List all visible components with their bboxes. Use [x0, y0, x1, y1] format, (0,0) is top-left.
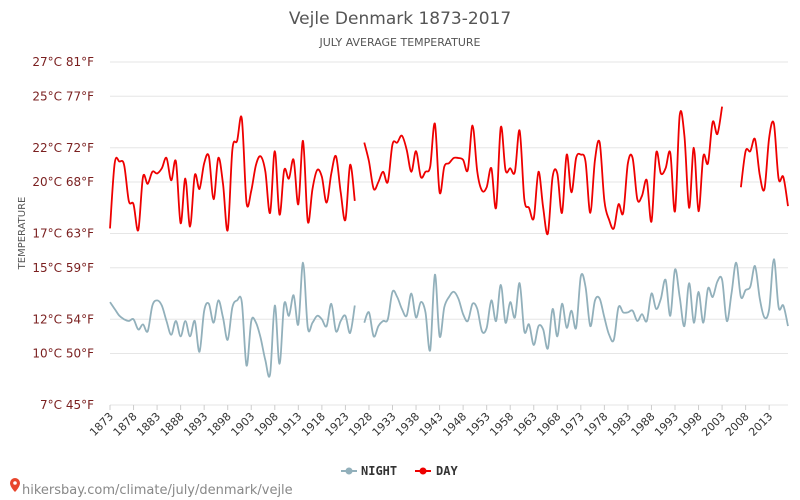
legend-item-day[interactable]: DAY: [415, 464, 458, 478]
location-pin-icon: [10, 478, 20, 492]
x-ticks: 1873187818831888189318981903190819131918…: [87, 405, 775, 439]
chart-subtitle: JULY AVERAGE TEMPERATURE: [319, 36, 481, 49]
x-tick-label: 1893: [181, 410, 210, 439]
y-tick-label: 10°C 50°F: [32, 347, 94, 361]
y-ticks: 7°C 45°F 10°C 50°F 12°C 54°F 15°C 59°F 17°C …: [32, 55, 94, 412]
y-axis-label: TEMPERATURE: [17, 197, 28, 271]
legend: NIGHT DAY: [341, 464, 458, 478]
series-line-day-2: [740, 120, 789, 207]
source-link[interactable]: hikersbay.com/climate/july/denmark/vejle: [10, 478, 293, 498]
y-tick-label: 15°C 59°F: [32, 261, 94, 275]
legend-day-label: DAY: [436, 464, 458, 478]
y-tick-label: 20°C 68°F: [32, 175, 94, 189]
legend-night-swatch-dot: [345, 467, 353, 475]
x-tick-label: 1948: [440, 410, 469, 439]
x-tick-label: 1918: [299, 410, 328, 439]
x-tick-label: 1928: [346, 410, 375, 439]
x-tick-label: 1888: [158, 410, 187, 439]
x-tick-label: 1958: [487, 410, 516, 439]
x-tick-label: 1978: [582, 410, 611, 439]
x-tick-label: 1963: [511, 410, 540, 439]
x-tick-label: 1943: [417, 410, 446, 439]
x-tick-label: 1908: [252, 410, 281, 439]
y-tick-label: 17°C 63°F: [32, 227, 94, 241]
x-tick-label: 1898: [205, 410, 234, 439]
x-tick-label: 1993: [652, 410, 681, 439]
x-tick-label: 1933: [370, 410, 399, 439]
x-tick-label: 1938: [393, 410, 422, 439]
legend-day-swatch-dot: [419, 467, 427, 475]
grid-layer: [110, 61, 788, 406]
legend-item-night[interactable]: NIGHT: [341, 464, 397, 478]
x-tick-label: 2013: [746, 410, 775, 439]
location-pin-hole: [13, 481, 17, 485]
x-tick-label: 1973: [558, 410, 587, 439]
x-tick-label: 1903: [228, 410, 257, 439]
y-tick-label: 25°C 77°F: [32, 89, 94, 103]
x-tick-label: 1873: [87, 410, 116, 439]
x-tick-label: 1998: [676, 410, 705, 439]
x-tick-label: 2008: [723, 410, 752, 439]
series-line-day-1: [363, 106, 723, 236]
y-tick-label: 12°C 54°F: [32, 312, 94, 326]
y-tick-label: 27°C 81°F: [32, 55, 94, 69]
x-tick-label: 1968: [534, 410, 563, 439]
y-tick-label: 22°C 72°F: [32, 141, 94, 155]
x-tick-label: 1913: [275, 410, 304, 439]
y-tick-label: 7°C 45°F: [40, 398, 94, 412]
x-tick-label: 1988: [629, 410, 658, 439]
series-layer: [109, 106, 789, 378]
chart-title: Vejle Denmark 1873-2017: [289, 9, 511, 29]
series-line-day-0: [109, 115, 356, 232]
series-line-night-1: [363, 258, 789, 352]
source-url: hikersbay.com/climate/july/denmark/vejle: [22, 483, 293, 498]
x-tick-label: 1953: [464, 410, 493, 439]
x-tick-label: 1878: [111, 410, 140, 439]
legend-night-label: NIGHT: [361, 464, 397, 478]
x-tick-label: 2003: [699, 410, 728, 439]
x-tick-label: 1923: [323, 410, 352, 439]
series-line-night-0: [109, 261, 356, 378]
x-tick-label: 1883: [134, 410, 163, 439]
x-tick-label: 1983: [605, 410, 634, 439]
